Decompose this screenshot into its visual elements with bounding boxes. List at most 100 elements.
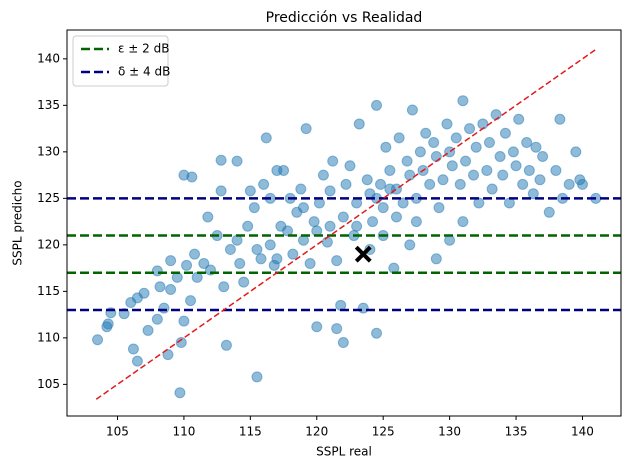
point [460, 155, 472, 167]
point [444, 146, 456, 158]
point [178, 315, 190, 327]
y-tick-label: 120 [37, 237, 60, 251]
point [151, 265, 163, 277]
point [464, 123, 476, 135]
point [224, 244, 236, 256]
x-marker [354, 245, 372, 263]
point [271, 164, 283, 176]
x-tick-label: 115 [239, 425, 262, 439]
point [324, 220, 336, 232]
point [397, 197, 409, 209]
x-tick-label: 120 [305, 425, 328, 439]
point [410, 216, 422, 228]
point [481, 164, 493, 176]
point [420, 127, 432, 139]
point [371, 327, 383, 339]
point [295, 183, 307, 195]
point [220, 339, 232, 351]
point [517, 178, 529, 190]
point [513, 113, 525, 125]
point [181, 259, 193, 271]
y-tick-label: 125 [37, 191, 60, 205]
y-tick-label: 130 [37, 144, 60, 158]
y-axis-label: SSPL predicho [11, 180, 25, 265]
point [202, 211, 214, 223]
point [331, 323, 343, 335]
point [264, 239, 276, 251]
point [441, 118, 453, 130]
point [424, 178, 436, 190]
point [523, 164, 535, 176]
point [371, 99, 383, 111]
point [258, 178, 270, 190]
point [300, 123, 312, 135]
point [271, 253, 283, 265]
point [327, 155, 339, 167]
y-tick-label: 110 [37, 330, 60, 344]
point [490, 109, 502, 121]
point [131, 355, 143, 367]
point [215, 154, 227, 166]
point [497, 169, 509, 181]
point [361, 174, 373, 186]
x-tick-label: 140 [571, 425, 594, 439]
point [576, 178, 588, 190]
point [353, 118, 365, 130]
point [244, 185, 256, 197]
point [404, 169, 416, 181]
point [527, 188, 539, 200]
point [351, 220, 363, 232]
point [331, 255, 343, 267]
plot-frame [66, 29, 622, 417]
point [446, 160, 458, 172]
point [287, 248, 299, 260]
point [483, 137, 495, 149]
point [282, 225, 294, 237]
point [477, 118, 489, 130]
point [550, 164, 562, 176]
point [457, 216, 469, 228]
point [530, 141, 542, 153]
point [367, 216, 379, 228]
point [238, 276, 250, 288]
point [486, 183, 498, 195]
point [174, 387, 186, 399]
point [218, 281, 230, 293]
point [175, 337, 187, 349]
point [308, 216, 320, 228]
point [165, 284, 177, 296]
point [430, 150, 442, 162]
point [521, 137, 533, 149]
x-tick-label: 130 [438, 425, 461, 439]
point [242, 220, 254, 232]
point [248, 202, 260, 214]
point [357, 302, 369, 314]
point [457, 95, 469, 107]
point [437, 174, 449, 186]
legend-label: δ ± 4 dB [118, 65, 170, 79]
point [162, 349, 174, 361]
point [430, 253, 442, 265]
point [470, 141, 482, 153]
point [543, 206, 555, 218]
point [384, 164, 396, 176]
point [251, 371, 263, 383]
point [189, 248, 201, 260]
point [428, 137, 440, 149]
point [499, 127, 511, 139]
diagonal-line [95, 48, 597, 400]
point [337, 337, 349, 349]
chart-title: Predicción vs Realidad [266, 10, 423, 26]
point [101, 321, 113, 333]
point [165, 255, 177, 267]
x-tick-label: 105 [106, 425, 129, 439]
point [198, 257, 210, 269]
point [534, 174, 546, 186]
y-tick-label: 135 [37, 98, 60, 112]
point [344, 160, 356, 172]
point [260, 132, 272, 144]
point [92, 334, 104, 346]
point [494, 150, 506, 162]
point [321, 236, 333, 248]
